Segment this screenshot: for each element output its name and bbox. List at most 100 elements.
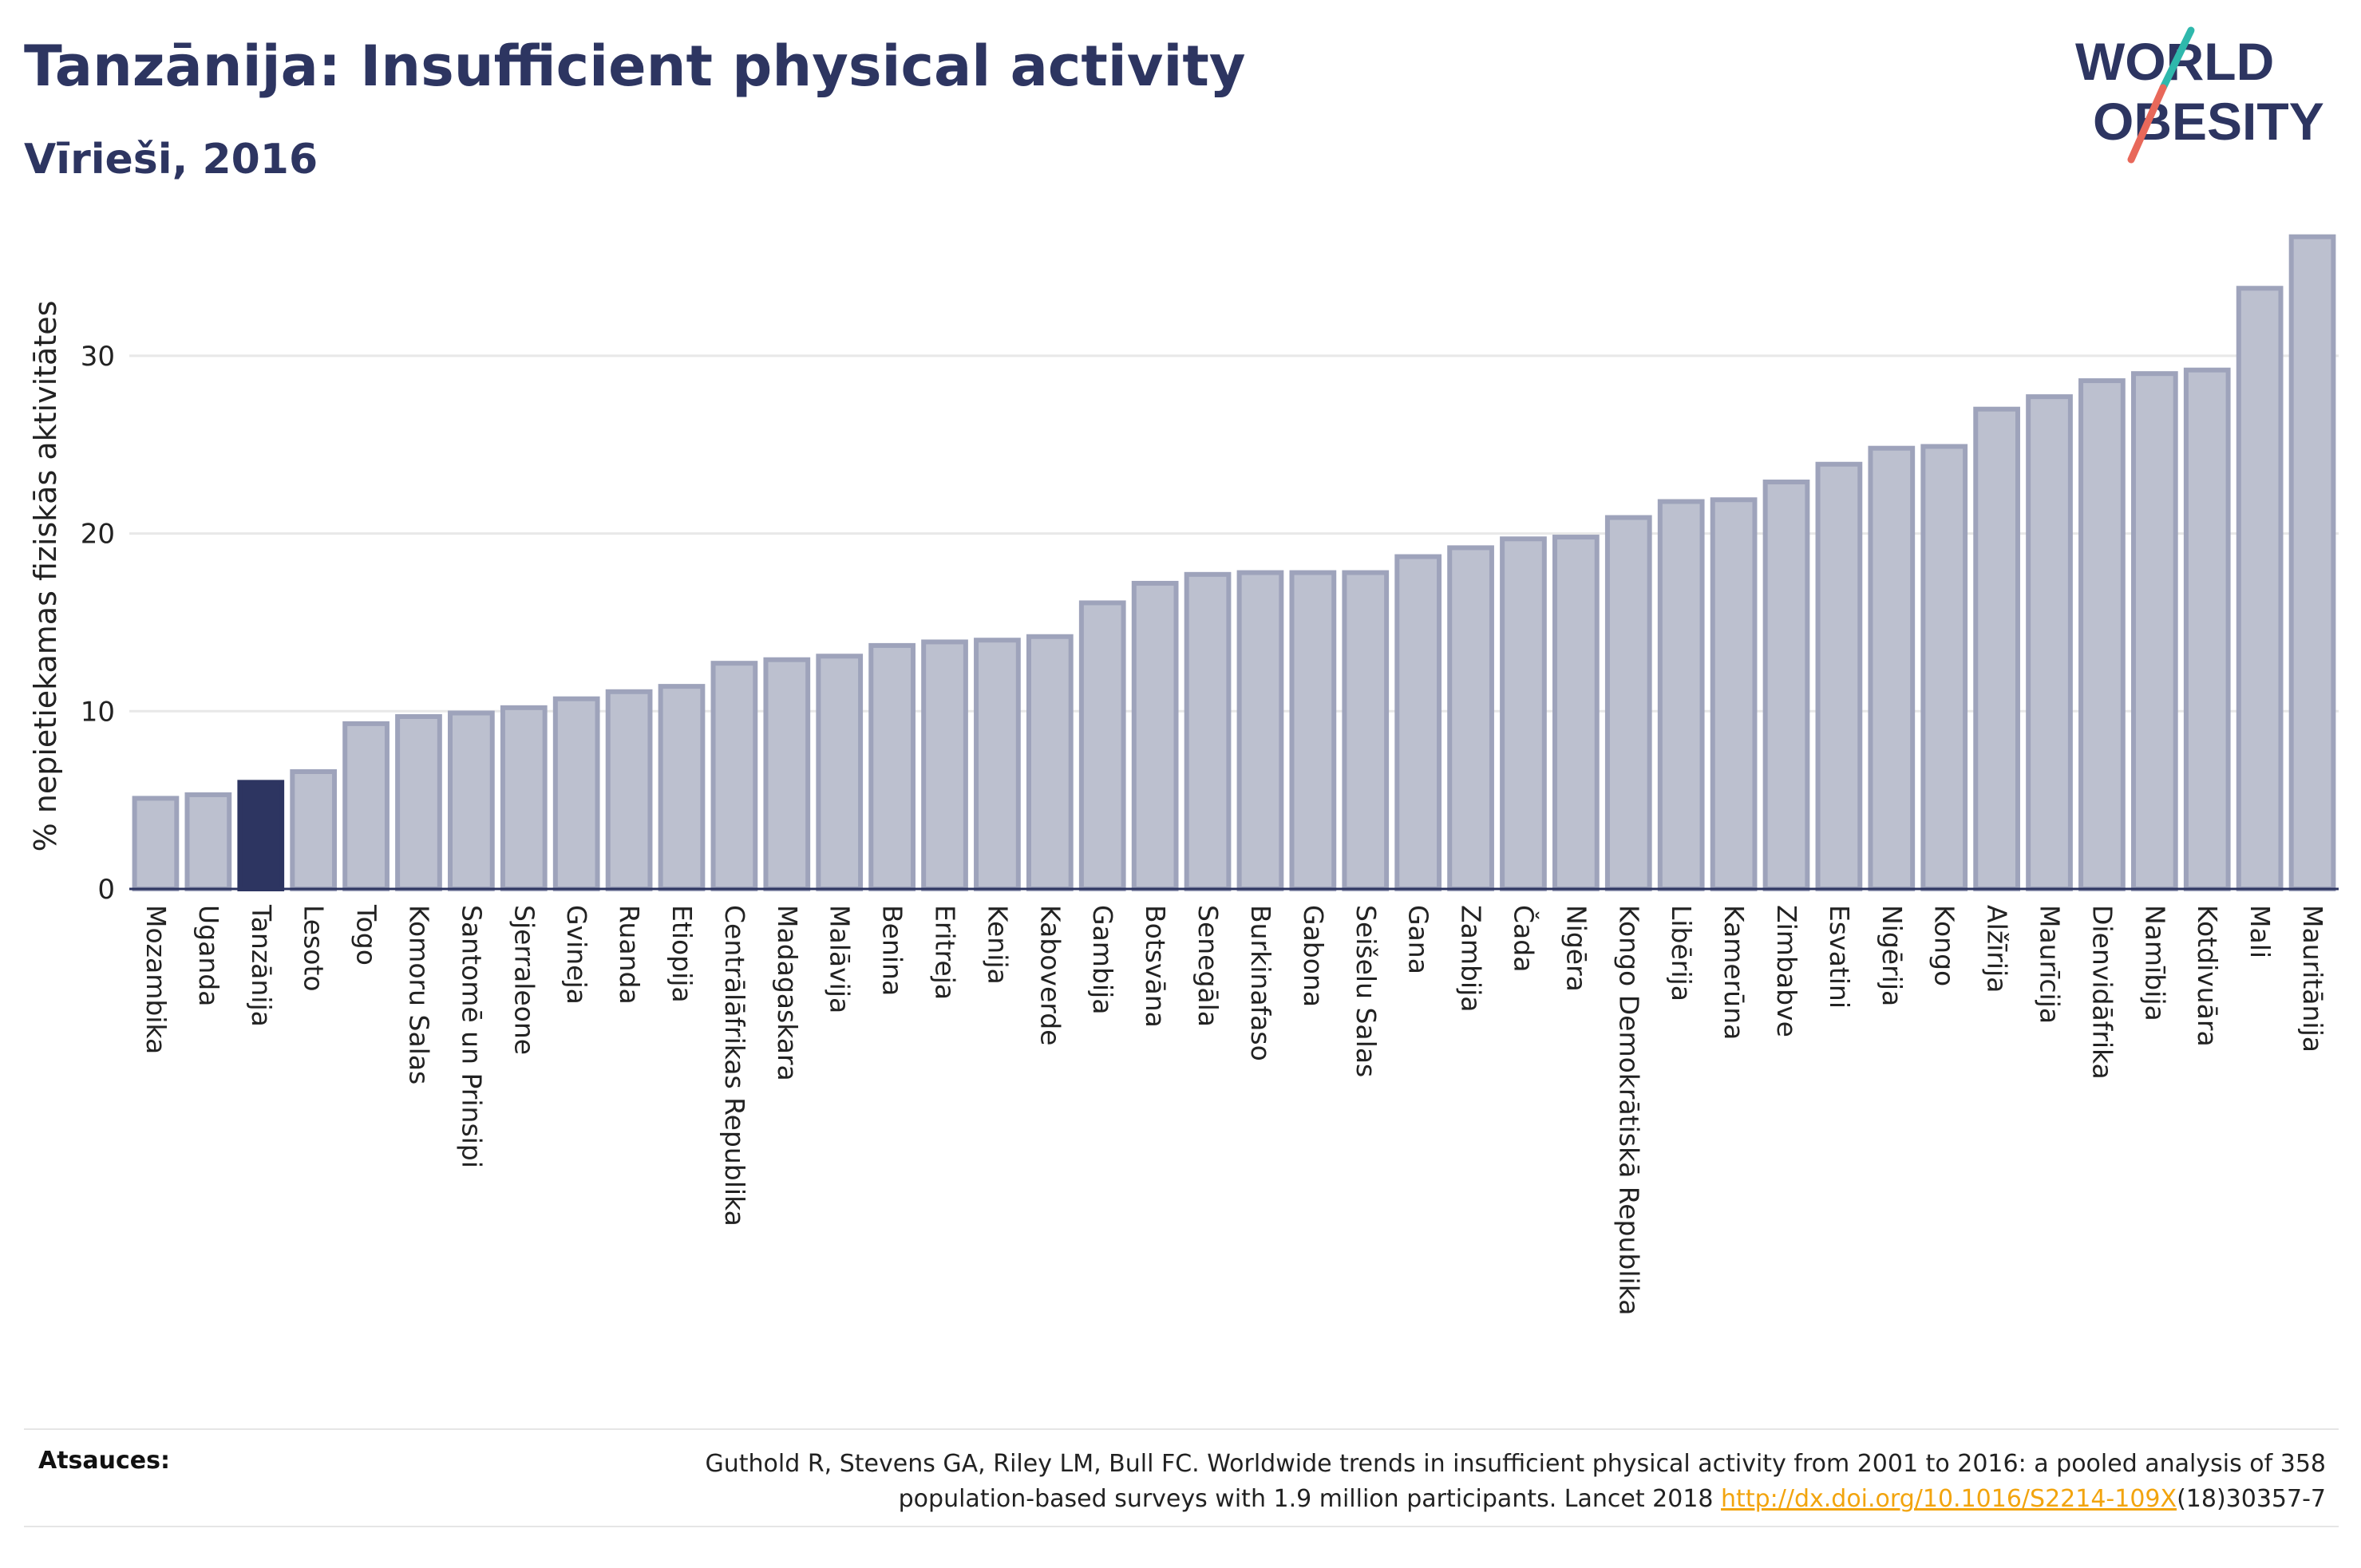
bar (974, 638, 1021, 891)
bar (1026, 634, 1074, 891)
bar-chart: 0 10 20 30 % nepietiekamas fiziskās aktivitā… (28, 234, 2339, 1315)
y-tick-label: 0 (97, 874, 115, 906)
bar (1131, 580, 1179, 891)
world-obesity-logo: WORLD OBESITY (2075, 26, 2324, 164)
bar (2026, 394, 2073, 891)
x-tick-label: Seišelu Salas (1351, 905, 1382, 1077)
x-tick-label: Libērija (1666, 905, 1697, 1001)
bar (1920, 444, 1968, 891)
x-tick-label: Gabona (1298, 905, 1329, 1007)
x-tick-label: Gambija (1087, 905, 1118, 1014)
x-tick-label: Kongo Demokrātiskā Republika (1613, 905, 1644, 1315)
citation-doi-link[interactable]: http://dx.doi.org/10.1016/S2214-109X (1721, 1485, 2177, 1513)
x-tick-label: Esvatini (1824, 905, 1855, 1009)
bar (395, 713, 442, 892)
bar (2288, 234, 2336, 891)
x-tick-label: Tanzānija (246, 904, 277, 1027)
x-tick-label: Maurīcija (2035, 905, 2066, 1024)
bar (290, 769, 338, 892)
bar (605, 689, 653, 891)
bar (1447, 545, 1494, 892)
y-tick-label: 20 (81, 519, 115, 551)
bar (1815, 461, 1863, 891)
bar (1236, 570, 1284, 891)
y-axis-label: % nepietiekamas fiziskās aktivitātes (28, 301, 63, 852)
x-tick-label: Eritreja (930, 905, 961, 1000)
x-tick-label: Botsvāna (1140, 905, 1171, 1028)
x-tick-label: Sjerraleone (508, 905, 540, 1055)
citation-line-2: population-based surveys with 1.9 millio… (898, 1485, 1722, 1513)
bar (2130, 371, 2178, 891)
x-tick-label: Santomē un Prinsipi (456, 905, 487, 1168)
bar (763, 657, 811, 891)
bar (1342, 570, 1390, 891)
x-tick-label: Gvineja (561, 905, 592, 1005)
bar (132, 796, 180, 892)
bar (1710, 497, 1758, 891)
bar (448, 710, 495, 892)
x-tick-label: Uganda (193, 905, 224, 1006)
y-tick-label: 10 (81, 696, 115, 728)
x-tick-label: Gana (1403, 905, 1434, 974)
bar (1868, 445, 1916, 891)
x-tick-label: Benina (877, 905, 908, 996)
sources-label: Atsauces: (38, 1447, 170, 1475)
x-tick-label: Mauritānija (2297, 905, 2328, 1053)
bar (816, 654, 864, 891)
x-tick-label: Lesoto (299, 905, 330, 992)
x-tick-label: Ruanda (614, 905, 645, 1005)
x-tick-label: Dienvidāfrika (2086, 905, 2118, 1080)
bar (710, 661, 758, 891)
x-tick-label: Zimbabve (1771, 905, 1802, 1037)
x-tick-label: Namībija (2139, 905, 2170, 1021)
footer-top-rule (24, 1428, 2339, 1430)
bar (658, 684, 706, 891)
x-tick-label: Kamerūna (1718, 905, 1750, 1040)
bar (1500, 536, 1547, 892)
x-tick-label: Malāvija (825, 905, 856, 1013)
bar (1604, 515, 1652, 891)
x-tick-label: Kaboverde (1034, 905, 1066, 1046)
x-tick-label: Nigēra (1560, 905, 1592, 992)
bar (1762, 480, 1810, 891)
bar (1552, 535, 1600, 891)
x-tick-label: Kenija (982, 905, 1013, 985)
bar (1184, 571, 1232, 891)
x-tick-label: Togo (351, 904, 382, 966)
x-tick-label: Alžīrija (1982, 905, 2013, 993)
citation: Guthold R, Stevens GA, Riley LM, Bull FC… (490, 1447, 2326, 1517)
bar (1289, 570, 1337, 891)
logo-text-obesity: OBESITY (2093, 92, 2324, 151)
x-tick-label: Burkinafaso (1245, 905, 1276, 1061)
bar (500, 705, 548, 892)
bar (552, 696, 600, 892)
citation-suffix: (18)30357-7 (2177, 1485, 2326, 1513)
bar (184, 792, 232, 892)
x-tick-label: Komoru Salas (403, 905, 434, 1084)
chart-title: Tanzānija: Insufficient physical activit… (24, 34, 1246, 99)
x-tick-label: Mali (2244, 905, 2276, 958)
x-tick-label: Zambija (1456, 905, 1487, 1012)
x-tick-label: Senegāla (1192, 905, 1224, 1027)
footer-bottom-rule (24, 1526, 2339, 1527)
bar (342, 721, 390, 891)
x-tick-label: Mozambika (140, 905, 172, 1054)
x-tick-label: Čada (1508, 905, 1540, 972)
citation-line-1: Guthold R, Stevens GA, Riley LM, Bull FC… (705, 1450, 2326, 1478)
bar (1973, 406, 2020, 891)
bar (2183, 367, 2231, 891)
y-tick-label: 30 (81, 341, 115, 373)
bar (2078, 378, 2126, 892)
logo-slash-coral (2127, 84, 2167, 164)
bar (237, 780, 285, 891)
x-tick-label: Kongo (1929, 905, 1960, 986)
bar (921, 639, 968, 891)
bar (1394, 554, 1442, 891)
x-tick-label: Kotdivuāra (2192, 905, 2223, 1047)
bar (2236, 286, 2284, 891)
x-tick-label: Centrālāfrikas Republika (719, 905, 750, 1226)
x-tick-label: Nigērija (1877, 905, 1908, 1006)
logo-slash-teal (2159, 26, 2195, 92)
x-tick-label: Etiopija (666, 905, 698, 1003)
bar (868, 642, 916, 891)
